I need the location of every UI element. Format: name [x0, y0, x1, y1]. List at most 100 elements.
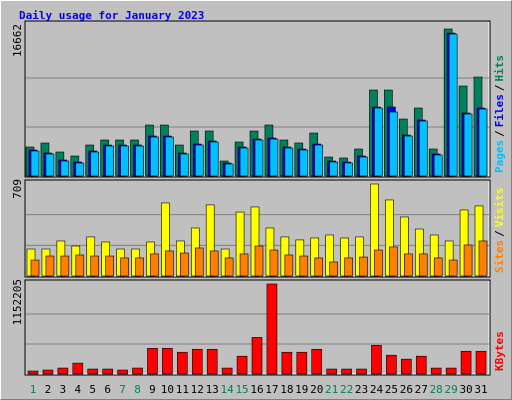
x-tick-label: 10 [161, 383, 174, 396]
bar [266, 283, 278, 375]
x-tick-label: 30 [459, 383, 472, 396]
legend: Pages / Files / Hits [493, 55, 506, 173]
bar [239, 253, 249, 277]
bar [165, 136, 174, 177]
bar [180, 153, 189, 177]
bar [329, 161, 338, 177]
bar [42, 369, 54, 375]
bar [415, 355, 427, 375]
bar [475, 350, 487, 375]
bar [389, 111, 398, 177]
x-tick-label: 19 [295, 383, 308, 396]
x-tick-label: 23 [355, 383, 368, 396]
bar [105, 145, 114, 177]
x-tick-label: 6 [104, 383, 111, 396]
bar [404, 135, 413, 177]
bar [284, 254, 294, 277]
bar [165, 250, 174, 277]
bar [374, 107, 383, 177]
legend-entry: KBytes [493, 331, 506, 371]
bar [418, 253, 428, 277]
bar [341, 368, 352, 375]
bar [209, 141, 219, 177]
bar [374, 249, 383, 277]
x-tick-label: 27 [415, 383, 428, 396]
bar [296, 351, 308, 375]
bar [463, 113, 473, 177]
bar [448, 259, 458, 277]
bar [224, 163, 234, 177]
bar [27, 370, 39, 375]
bar [180, 252, 189, 277]
bar [206, 348, 218, 375]
legend-separator: / [493, 84, 506, 91]
bar [194, 247, 204, 277]
bar [386, 354, 397, 375]
bar [281, 351, 293, 375]
bar [254, 139, 264, 177]
bar [90, 151, 100, 177]
bar [356, 368, 367, 375]
bar [418, 120, 428, 177]
bar [221, 367, 233, 375]
bar [90, 255, 100, 277]
bar [30, 259, 40, 277]
y-tick-label: 16662 [11, 24, 24, 57]
bar [236, 355, 248, 375]
legend-entry: Pages [493, 140, 506, 173]
bar [329, 261, 338, 277]
bar [75, 162, 85, 177]
bar [463, 244, 473, 277]
bar [371, 345, 382, 375]
legend: Sites / Visits [493, 188, 506, 274]
bar [60, 255, 70, 277]
x-tick-label: 29 [445, 383, 458, 396]
bar [314, 144, 324, 177]
bar [254, 245, 264, 277]
x-tick-label: 8 [134, 383, 141, 396]
bar [389, 246, 398, 277]
bar [239, 147, 249, 177]
bar [147, 347, 158, 375]
legend: KBytes [493, 331, 506, 371]
bar [57, 367, 69, 375]
x-tick-label: 18 [280, 383, 293, 396]
bar [162, 347, 173, 375]
bar [284, 147, 294, 177]
bar [404, 253, 413, 277]
x-tick-label: 11 [176, 383, 189, 396]
x-tick-label: 7 [119, 383, 126, 396]
bar [87, 368, 99, 375]
bar [269, 138, 279, 177]
x-tick-label: 31 [474, 383, 487, 396]
legend-separator: / [493, 230, 506, 237]
bar [478, 240, 488, 277]
bar [359, 256, 368, 277]
x-tick-label: 26 [400, 383, 413, 396]
bar [132, 367, 143, 375]
bar [251, 337, 263, 375]
bar [299, 149, 309, 177]
x-tick-label: 14 [221, 383, 235, 396]
bar [359, 156, 368, 177]
x-tick-label: 1 [30, 383, 37, 396]
x-tick-label: 17 [265, 383, 278, 396]
bar [191, 348, 203, 375]
bar [177, 351, 188, 375]
x-tick-label: 16 [250, 383, 263, 396]
x-tick-label: 3 [60, 383, 67, 396]
bar [135, 257, 144, 277]
bar [344, 162, 353, 177]
bar [344, 257, 353, 277]
bar [401, 358, 412, 375]
bar [269, 249, 279, 277]
legend-separator: / [493, 130, 506, 137]
legend-entry: Hits [493, 55, 506, 82]
bar [460, 350, 472, 375]
bar [30, 150, 40, 177]
chart-title: Daily usage for January 2023 [19, 9, 204, 22]
bar [75, 254, 85, 277]
y-tick-label: 709 [11, 179, 24, 199]
bar [150, 136, 159, 177]
